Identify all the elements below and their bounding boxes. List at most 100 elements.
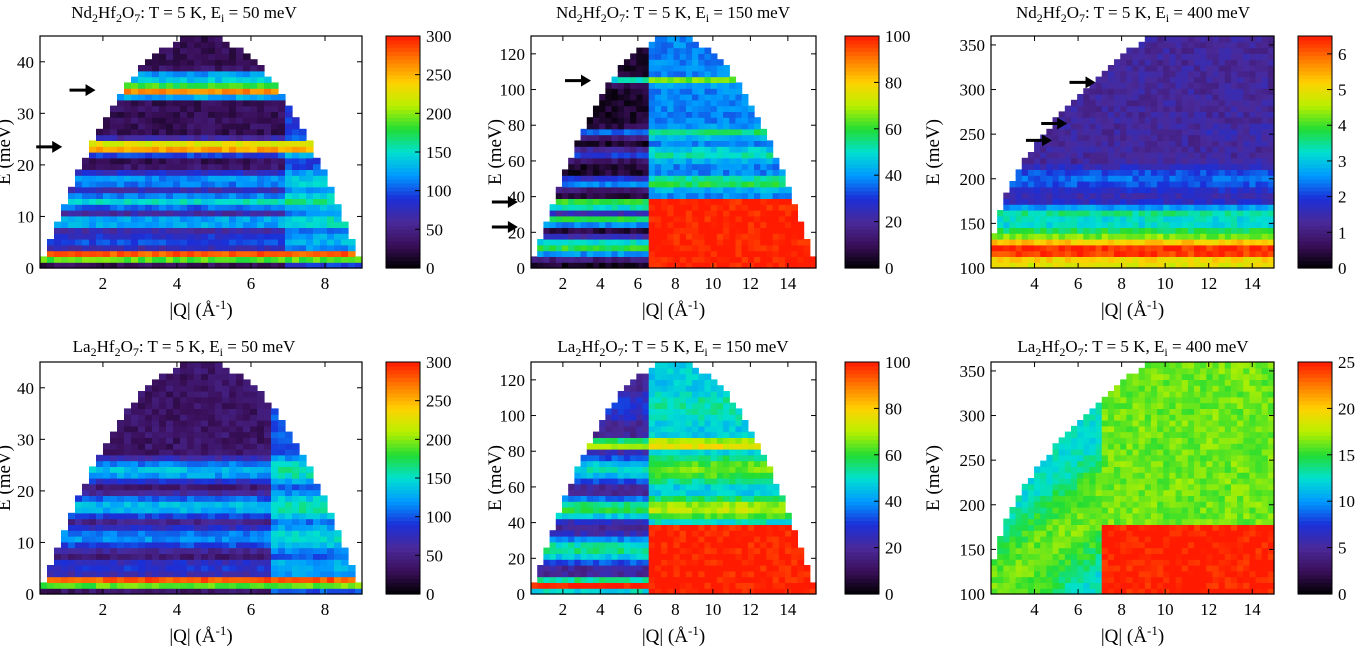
heatmap-cell (103, 128, 111, 136)
heatmap-cell (1015, 186, 1023, 194)
heatmap-cell (152, 76, 160, 83)
heatmap-cell (747, 123, 755, 130)
colorbar-segment (1298, 252, 1332, 257)
heatmap-cell (679, 128, 687, 136)
heatmap-cell (1194, 123, 1201, 130)
heatmap-cell (110, 233, 118, 240)
heatmap-cell (299, 239, 307, 246)
heatmap-cell (586, 244, 594, 252)
heatmap-cell (599, 152, 606, 159)
colorbar-segment (845, 124, 879, 130)
heatmap-cell (617, 198, 625, 205)
heatmap-cell (264, 152, 272, 159)
heatmap-cell (1255, 175, 1263, 182)
heatmap-cell (229, 175, 237, 182)
heatmap-cell (1120, 157, 1127, 165)
heatmap-cell (692, 53, 699, 60)
heatmap-cell (1267, 215, 1275, 223)
heatmap-cell (1249, 134, 1257, 141)
heatmap-cell (1120, 192, 1127, 199)
heatmap-cell (1083, 157, 1091, 165)
heatmap-cell (1046, 175, 1054, 182)
heatmap-cell (82, 192, 90, 199)
heatmap-cell (1150, 256, 1158, 263)
heatmap-cell (1243, 192, 1250, 199)
heatmap-cell (747, 233, 755, 240)
heatmap-cell (1212, 134, 1220, 141)
heatmap-cell (729, 198, 737, 205)
heatmap-cell (313, 169, 321, 176)
heatmap-cell (1224, 186, 1232, 194)
heatmap-cell (1015, 256, 1023, 263)
heatmap-cell (208, 553, 216, 560)
heatmap-cell (568, 169, 575, 176)
heatmap-cell (201, 391, 209, 398)
heatmap-cell (642, 256, 650, 263)
heatmap-cell (124, 565, 132, 572)
heatmap-cell (117, 420, 125, 427)
colorbar-segment (386, 155, 420, 161)
heatmap-cell (1194, 105, 1201, 112)
heatmap-cell (159, 565, 167, 572)
heatmap-cell (320, 169, 328, 176)
heatmap-cell (599, 256, 606, 263)
heatmap-cell (124, 501, 132, 508)
heatmap-cell (173, 420, 181, 427)
heatmap-cell (617, 82, 625, 89)
heatmap-cell (1157, 82, 1164, 89)
heatmap-cell (271, 210, 279, 217)
heatmap-cell (208, 215, 216, 223)
heatmap-cell (648, 82, 656, 89)
heatmap-cell (1157, 221, 1164, 228)
heatmap-cell (1150, 94, 1158, 101)
heatmap-cell (611, 140, 619, 147)
heatmap-cell (110, 466, 118, 473)
heatmap-cell (243, 53, 251, 60)
heatmap-cell (679, 175, 687, 182)
heatmap-cell (250, 175, 258, 182)
heatmap-cell (201, 105, 209, 112)
heatmap-cell (1255, 134, 1263, 141)
heatmap-cell (667, 105, 675, 112)
heatmap-cell (698, 123, 706, 130)
heatmap-cell (1058, 175, 1066, 182)
heatmap-cell (592, 215, 600, 223)
colorbar-segment (845, 117, 879, 122)
heatmap-cell (1107, 70, 1115, 78)
heatmap-cell (1187, 250, 1195, 257)
heatmap-cell (648, 175, 656, 182)
heatmap-cell (1181, 244, 1189, 252)
heatmap-cell (187, 105, 195, 112)
heatmap-cell (180, 36, 188, 43)
heatmap-cell (605, 186, 613, 194)
heatmap-cell (1243, 250, 1250, 257)
heatmap-cell (549, 256, 557, 263)
heatmap-cell (661, 175, 668, 182)
heatmap-cell (131, 76, 139, 83)
heatmap-cell (1169, 192, 1177, 199)
heatmap-cell (1046, 250, 1054, 257)
heatmap-cell (561, 186, 569, 194)
heatmap-cell (1157, 76, 1164, 83)
heatmap-cell (194, 41, 202, 49)
heatmap-cell (257, 215, 265, 223)
heatmap-cell (1261, 70, 1269, 78)
heatmap-cell (1237, 53, 1244, 60)
heatmap-cell (1249, 152, 1257, 159)
heatmap-cell (180, 507, 188, 514)
colorbar-segment (845, 51, 879, 56)
heatmap-cell (229, 181, 237, 188)
heatmap-cell (152, 582, 160, 589)
heatmap-cell (1157, 146, 1164, 153)
arrow-head (1057, 117, 1068, 130)
heatmap-cell (243, 181, 251, 188)
heatmap-cell (201, 541, 209, 549)
heatmap-cell (1095, 198, 1103, 205)
heatmap-cell (131, 443, 139, 450)
heatmap-cell (555, 250, 563, 257)
colorbar-segment (386, 260, 420, 265)
heatmap-cell (82, 244, 90, 252)
colorbar-segment (845, 90, 879, 95)
heatmap-cell (173, 111, 181, 118)
colorbar-tick-label: 5 (1338, 81, 1347, 100)
